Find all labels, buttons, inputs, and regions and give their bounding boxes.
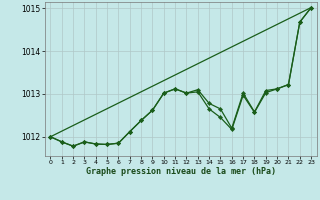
X-axis label: Graphe pression niveau de la mer (hPa): Graphe pression niveau de la mer (hPa) [86,167,276,176]
